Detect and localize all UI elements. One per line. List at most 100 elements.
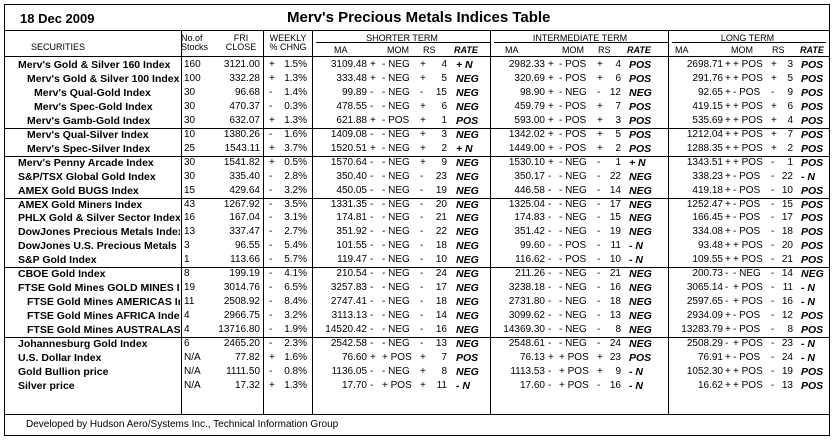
long-ma-value: 1343.51 bbox=[686, 156, 723, 168]
long-rs: 1 bbox=[787, 156, 793, 168]
inter-rate: POS bbox=[629, 72, 652, 85]
weekly-change: 1.6% bbox=[284, 128, 307, 140]
long-rate: POS bbox=[801, 72, 824, 85]
weekly-change: 0.3% bbox=[284, 100, 307, 112]
short-rs: 21 bbox=[435, 212, 447, 224]
long-ma-sign: + bbox=[725, 100, 731, 112]
inter-ma-sign: - bbox=[548, 338, 552, 349]
friday-close: 1543.11 bbox=[224, 142, 260, 154]
security-name: CBOE Gold Index bbox=[18, 268, 106, 281]
weekly-change: 1.4% bbox=[284, 86, 307, 98]
security-name: Silver price bbox=[18, 379, 75, 392]
inter-rs: 8 bbox=[615, 324, 621, 336]
inter-rate: + N bbox=[629, 156, 646, 169]
short-ma-sign: - bbox=[370, 170, 374, 182]
long-rate: POS bbox=[801, 310, 824, 323]
inter-rs: 6 bbox=[615, 72, 621, 84]
inter-ma-value: 3238.18 bbox=[508, 282, 545, 294]
inter-ma-sign: - bbox=[548, 226, 552, 238]
stock-count: 16 bbox=[184, 212, 196, 224]
inter-rate: NEG bbox=[629, 310, 652, 323]
long-rate: POS bbox=[801, 59, 824, 71]
long-ma-sign: + bbox=[725, 310, 731, 322]
inter-rs-sign: - bbox=[597, 226, 601, 238]
inter-ma-value: 76.13 bbox=[519, 351, 545, 363]
weekly-change-sign: - bbox=[269, 184, 273, 196]
short-rate: NEG bbox=[456, 156, 479, 169]
long-mom: - POS bbox=[733, 86, 761, 98]
inter-rs-sign: - bbox=[597, 268, 601, 280]
group-separator bbox=[4, 156, 830, 157]
inter-rate: POS bbox=[629, 59, 652, 71]
security-name: AMEX Gold Miners Index bbox=[18, 198, 143, 211]
long-ma-sign: + bbox=[725, 114, 731, 126]
long-rs-sign: - bbox=[771, 296, 775, 308]
col-close: CLOSE bbox=[225, 42, 257, 52]
long-mom: + POS bbox=[733, 114, 763, 126]
short-rs-sign: + bbox=[420, 72, 426, 84]
long-rs: 8 bbox=[787, 324, 793, 336]
inter-ma-sign: + bbox=[548, 142, 554, 154]
long-ma-sign: + bbox=[725, 59, 731, 70]
inter-rs: 16 bbox=[609, 282, 621, 294]
inter-ma-sign: - bbox=[548, 365, 552, 377]
inter-rate: POS bbox=[629, 142, 652, 155]
weekly-change-sign: - bbox=[269, 100, 273, 112]
long-rate: POS bbox=[801, 114, 824, 127]
short-mom: - NEG bbox=[382, 72, 410, 84]
short-rs-sign: - bbox=[420, 198, 424, 210]
short-ma-sign: - bbox=[370, 240, 374, 252]
weekly-change: 5.7% bbox=[284, 254, 307, 266]
short-mom: - NEG bbox=[382, 324, 410, 336]
security-name: DowJones U.S. Precious Metals bbox=[18, 240, 177, 253]
short-ma-sign: - bbox=[370, 212, 374, 224]
inter-ma-value: 459.79 bbox=[514, 100, 545, 112]
short-ma-sign: - bbox=[370, 379, 374, 391]
short-ma-value: 1136.05 bbox=[331, 365, 367, 377]
friday-close: 3121.00 bbox=[223, 59, 260, 70]
header-top-rule bbox=[4, 30, 830, 31]
group-separator bbox=[4, 337, 830, 338]
weekly-change-sign: + bbox=[269, 114, 275, 126]
short-ma-value: 478.55 bbox=[336, 100, 367, 112]
short-rs-sign: - bbox=[420, 268, 424, 280]
long-ma-value: 93.48 bbox=[697, 240, 723, 252]
inter-rs: 23 bbox=[609, 351, 621, 363]
inter-rs: 1 bbox=[615, 156, 621, 168]
security-name: FTSE Gold Mines AUSTRALASIA Index bbox=[27, 324, 180, 337]
long-rate: - N bbox=[801, 170, 815, 183]
inter-rs-sign: + bbox=[597, 351, 603, 363]
long-rs: 12 bbox=[781, 310, 793, 322]
short-ma-sign: - bbox=[370, 226, 374, 238]
short-ma-sign: - bbox=[370, 156, 374, 168]
weekly-change-sign: - bbox=[269, 240, 273, 252]
security-name: Merv's Spec-Silver Index bbox=[27, 142, 151, 155]
short-rs-sign: + bbox=[420, 59, 426, 70]
long-rs: 7 bbox=[787, 128, 793, 140]
short-mom: - NEG bbox=[382, 142, 410, 154]
short-ma-value: 101.55 bbox=[336, 240, 367, 252]
inter-ma-value: 211.26 bbox=[515, 268, 545, 280]
long-rs-sign: - bbox=[771, 254, 775, 266]
long-rs: 19 bbox=[781, 365, 793, 377]
inter-ma-value: 446.58 bbox=[514, 184, 545, 196]
inter-ma-sign: + bbox=[548, 86, 554, 98]
short-rate: - N bbox=[456, 379, 470, 392]
inter-ma-value: 593.00 bbox=[514, 114, 545, 126]
inter-ma-value: 3099.62 bbox=[508, 310, 545, 322]
short-ma-sign: - bbox=[370, 324, 374, 336]
inter-mom: - POS bbox=[559, 240, 587, 252]
short-rs-sign: - bbox=[420, 240, 424, 252]
inter-rs: 12 bbox=[609, 86, 621, 98]
footer-rule bbox=[4, 414, 830, 415]
inter-rs: 13 bbox=[609, 310, 621, 322]
inter-ma-value: 1342.02 bbox=[508, 128, 545, 140]
long-rs-sign: + bbox=[771, 128, 777, 140]
short-rs-sign: - bbox=[420, 170, 424, 182]
long-rate: POS bbox=[801, 198, 824, 211]
long-rate: POS bbox=[801, 324, 824, 337]
long-ma-value: 1212.04 bbox=[686, 128, 723, 140]
inter-rs: 11 bbox=[610, 240, 621, 252]
inter-rs: 22 bbox=[609, 170, 621, 182]
long-rs: 15 bbox=[781, 198, 793, 210]
